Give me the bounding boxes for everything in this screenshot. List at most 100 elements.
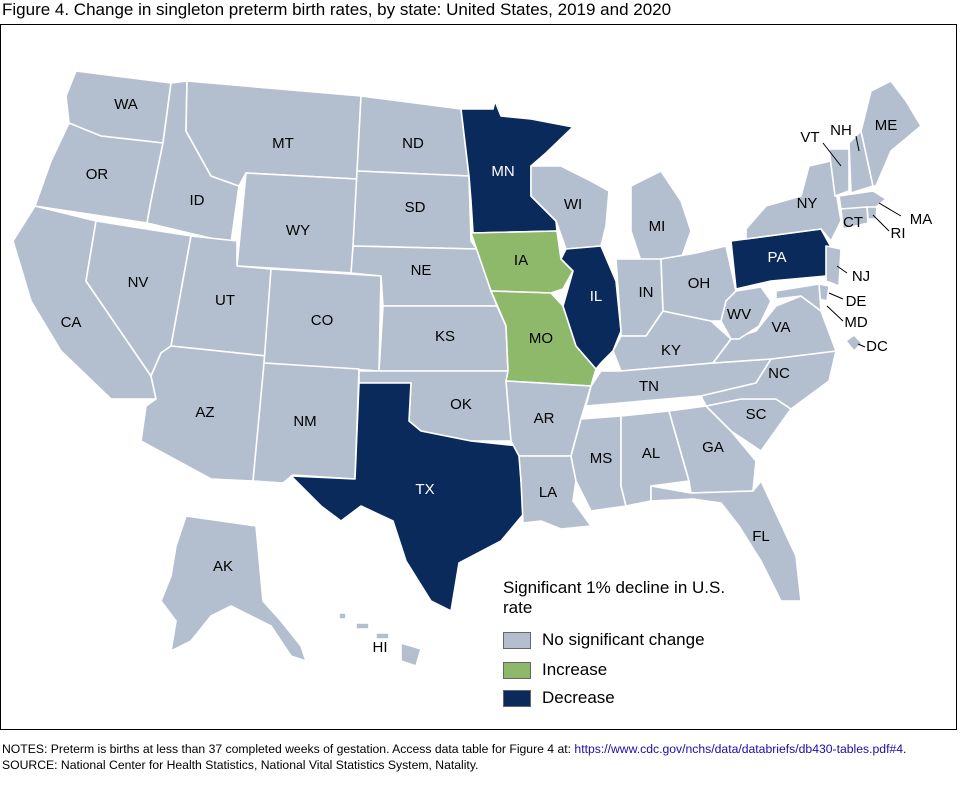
legend-swatch-increase — [503, 661, 531, 679]
state-ak — [160, 515, 307, 662]
state-nc — [700, 350, 837, 410]
legend-title: Significant 1% decline in U.S. rate — [503, 578, 726, 617]
state-nj — [825, 245, 842, 287]
label-leader-line — [836, 265, 848, 274]
state-label-wy: WY — [286, 222, 310, 239]
state-label-mo: MO — [529, 330, 553, 347]
state-ny — [745, 160, 842, 242]
state-label-tn: TN — [639, 378, 659, 395]
legend-swatch-decrease — [503, 689, 531, 707]
state-label-ms: MS — [590, 450, 613, 467]
state-label-nc: NC — [768, 365, 790, 382]
state-label-va: VA — [772, 319, 791, 336]
state-mo — [490, 290, 597, 387]
state-label-co: CO — [311, 312, 334, 329]
state-label-az: AZ — [195, 404, 214, 421]
state-label-dc: DC — [866, 338, 888, 355]
label-leader-line — [826, 305, 844, 322]
state-label-wa: WA — [114, 96, 138, 113]
state-label-vt: VT — [800, 129, 819, 146]
state-label-ca: CA — [61, 314, 82, 331]
state-label-mn: MN — [491, 163, 514, 180]
state-label-ok: OK — [450, 396, 472, 413]
state-label-nh: NH — [830, 122, 852, 139]
state-label-wv: WV — [727, 306, 751, 323]
source-line: SOURCE: National Center for Health Stati… — [2, 757, 479, 772]
state-label-me: ME — [875, 117, 898, 134]
legend-item-increase: Increase — [503, 660, 607, 680]
state-label-nm: NM — [293, 413, 316, 430]
label-leader-line — [878, 202, 902, 217]
state-dc — [845, 334, 863, 352]
state-label-ky: KY — [661, 342, 681, 359]
state-label-ar: AR — [534, 410, 555, 427]
state-mt — [185, 80, 362, 187]
label-leader-line — [857, 343, 866, 348]
state-ct — [840, 206, 869, 230]
legend-label: Decrease — [542, 688, 615, 707]
state-tx — [290, 382, 527, 612]
label-leader-line — [872, 214, 890, 232]
state-label-ak: AK — [213, 558, 233, 575]
state-me — [860, 80, 922, 187]
state-label-ks: KS — [435, 328, 455, 345]
state-label-mt: MT — [272, 135, 294, 152]
state-label-ga: GA — [702, 439, 724, 456]
state-vt — [828, 148, 850, 197]
state-label-oh: OH — [688, 275, 711, 292]
state-label-ne: NE — [411, 262, 432, 279]
notes: NOTES: Preterm is births at less than 37… — [2, 742, 957, 773]
state-label-or: OR — [86, 166, 109, 183]
notes-period: . — [903, 742, 907, 756]
state-label-ia: IA — [514, 252, 528, 269]
state-label-mi: MI — [649, 218, 666, 235]
state-label-al: AL — [642, 445, 660, 462]
state-il — [560, 245, 622, 370]
state-label-ri: RI — [891, 225, 906, 242]
label-leader-line — [822, 142, 842, 167]
state-label-md: MD — [844, 314, 867, 331]
state-hi — [338, 612, 422, 667]
state-label-tx: TX — [415, 481, 434, 498]
state-sd — [352, 170, 478, 250]
us-map: WA OR CA ID NV MT WY UT AZ CO NM ND SD NE KS OK TX MN IA MO… — [12, 70, 933, 667]
state-label-sd: SD — [405, 199, 426, 216]
figure-title: Figure 4. Change in singleton preterm bi… — [2, 0, 672, 19]
state-label-nj: NJ — [852, 268, 870, 285]
state-wi — [530, 165, 610, 250]
state-label-id: ID — [190, 192, 205, 209]
state-ma — [838, 190, 887, 210]
notes-line: NOTES: Preterm is births at less than 37… — [2, 742, 957, 758]
label-leader-line — [828, 292, 844, 300]
state-fl — [650, 480, 802, 602]
state-label-fl: FL — [752, 528, 770, 545]
state-label-ut: UT — [215, 292, 235, 309]
state-label-il: IL — [590, 288, 603, 305]
legend: Significant 1% decline in U.S. rate No s… — [503, 578, 763, 707]
state-md — [775, 283, 822, 312]
state-label-ny: NY — [797, 195, 818, 212]
legend-item-decrease: Decrease — [503, 688, 615, 708]
state-label-nv: NV — [128, 274, 149, 291]
legend-swatch-no-change — [503, 631, 531, 649]
state-label-in: IN — [639, 284, 654, 301]
state-label-ct: CT — [843, 214, 863, 231]
state-label-ma: MA — [910, 211, 933, 228]
state-wv — [720, 286, 772, 340]
state-label-la: LA — [539, 484, 557, 501]
label-leader-line — [855, 135, 860, 152]
state-label-pa: PA — [768, 249, 787, 266]
state-label-nd: ND — [402, 135, 424, 152]
data-table-link[interactable]: https://www.cdc.gov/nchs/data/databriefs… — [574, 742, 904, 756]
legend-item-no-change: No significant change — [503, 630, 705, 650]
state-label-sc: SC — [746, 406, 767, 423]
map-frame: WA OR CA ID NV MT WY UT AZ CO NM ND SD NE KS OK TX MN IA MO… — [0, 24, 957, 730]
notes-text: NOTES: Preterm is births at less than 37… — [2, 742, 575, 756]
state-nm — [252, 362, 360, 484]
legend-label: No significant change — [542, 630, 705, 649]
state-label-hi: HI — [373, 639, 388, 656]
state-mi — [630, 170, 692, 262]
state-label-wi: WI — [564, 196, 582, 213]
state-label-de: DE — [846, 293, 867, 310]
legend-label: Increase — [542, 660, 608, 679]
